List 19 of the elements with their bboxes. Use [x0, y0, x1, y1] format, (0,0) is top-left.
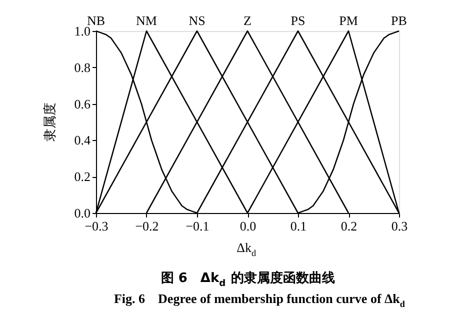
x-tick-label: 0.3: [391, 218, 408, 234]
x-tick-label: 0.0: [240, 218, 256, 234]
x-tick-label: 0.2: [340, 218, 358, 234]
series-label: NM: [136, 13, 158, 28]
y-tick-label: 0.6: [74, 96, 91, 112]
x-tick-label: −0.3: [84, 218, 108, 234]
x-tick-label: 0.1: [290, 218, 307, 234]
series-label: Z: [244, 13, 252, 28]
y-axis-title: 隶属度: [42, 102, 58, 142]
series-label: PM: [339, 13, 358, 28]
x-tick-label: −0.2: [135, 218, 159, 234]
y-tick-label: 0.8: [74, 60, 90, 75]
y-tick-label: 0.0: [74, 206, 90, 220]
y-tick-label: 0.4: [74, 132, 91, 148]
series-label: NS: [188, 13, 206, 28]
series-label: PB: [391, 13, 408, 28]
x-tick-label: −0.1: [186, 218, 210, 234]
series-label: PS: [290, 13, 306, 28]
y-tick-label: 0.2: [74, 169, 90, 184]
